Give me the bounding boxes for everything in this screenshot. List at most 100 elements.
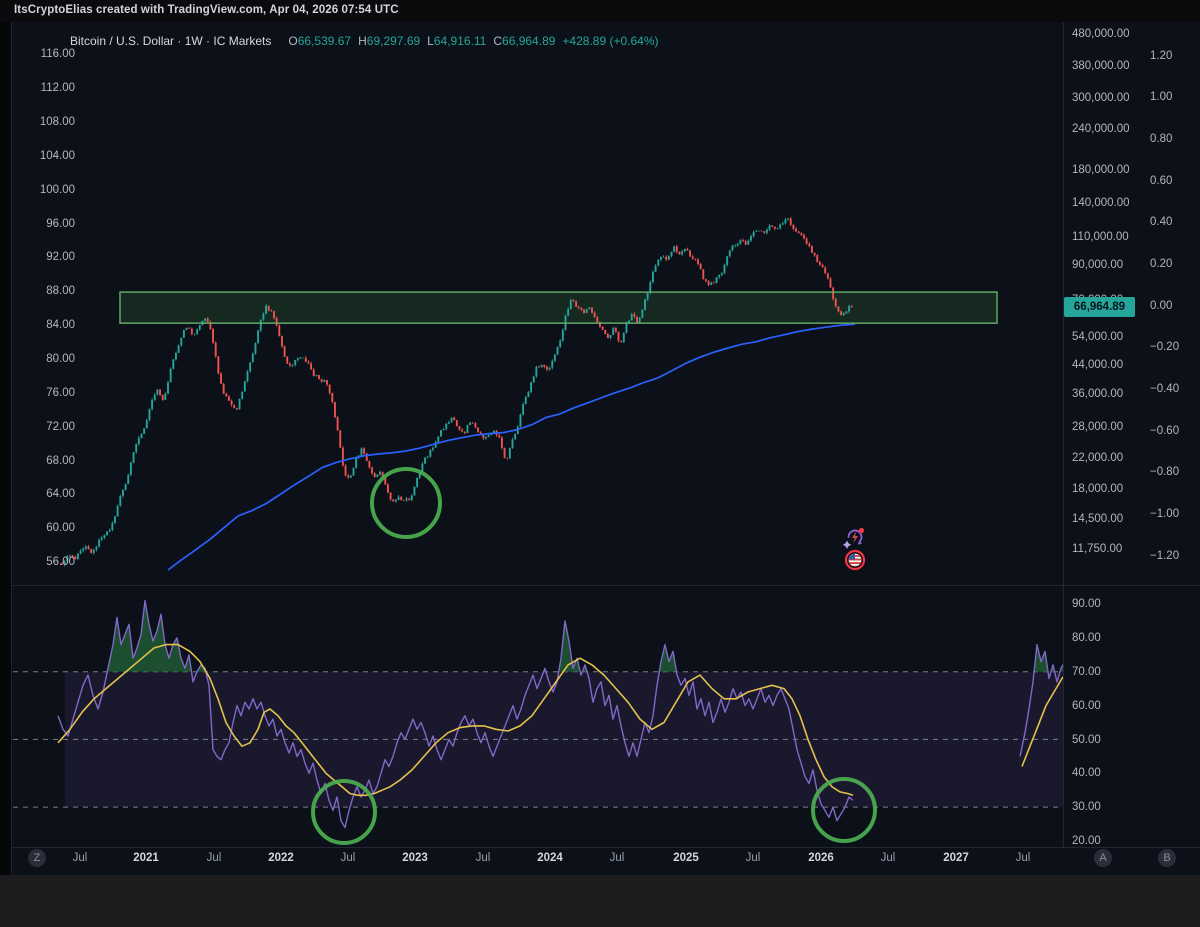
main-pane [61, 216, 998, 571]
left-margin [0, 22, 12, 875]
time-tick: Jul [475, 852, 491, 864]
time-tick: 2022 [268, 852, 294, 864]
secondary-scale-label: −0.80 [1150, 466, 1180, 478]
time-tick: Jul [72, 852, 88, 864]
time-tick: 2027 [943, 852, 969, 864]
right-scale-label: 300,000.00 [1072, 92, 1130, 104]
secondary-scale-label: −1.00 [1150, 508, 1180, 520]
left-scale-label: 108.00 [39, 116, 75, 128]
time-tick: Jul [340, 852, 356, 864]
rsi-ma-line [57, 643, 854, 797]
right-scale-label: 380,000.00 [1072, 60, 1130, 72]
left-scale-label: 56.00 [46, 556, 75, 568]
right-scale-label: 28,000.00 [1072, 421, 1124, 433]
rsi-scale-label: 70.00 [1072, 666, 1101, 678]
time-tick: Jul [206, 852, 222, 864]
scale-reset-badge-b[interactable]: B [1158, 849, 1176, 867]
attribution-bar: ItsCryptoElias created with TradingView.… [0, 0, 1200, 22]
high-value: 69,297.69 [366, 34, 421, 48]
rsi-line [57, 599, 854, 829]
pane-divider-rsi-time [11, 847, 1200, 848]
supply-zone-border [119, 291, 998, 324]
time-tick: 2023 [402, 852, 428, 864]
rsi-scale-label: 80.00 [1072, 632, 1101, 644]
high-label: H [358, 34, 367, 48]
rsi-projection-ma-line [1021, 676, 1063, 767]
rsi-scale-label: 40.00 [1072, 767, 1101, 779]
symbol-legend[interactable]: Bitcoin / U.S. Dollar · 1W · IC Markets O… [70, 34, 659, 48]
ma-50w-line [167, 323, 856, 571]
left-scale-label: 68.00 [46, 455, 75, 467]
right-scale-label: 18,000.00 [1072, 483, 1124, 495]
rsi-scale-label: 90.00 [1072, 598, 1101, 610]
rsi-pane [13, 599, 1063, 845]
rsi-scale-label: 60.00 [1072, 700, 1101, 712]
right-scale-label: 180,000.00 [1072, 164, 1130, 176]
time-tick: Jul [609, 852, 625, 864]
change-value: +428.89 (+0.64%) [562, 34, 659, 48]
left-scale-label: 80.00 [46, 353, 75, 365]
low-label: L [427, 34, 434, 48]
left-scale-label: 64.00 [46, 488, 75, 500]
right-scale-label: 140,000.00 [1072, 197, 1130, 209]
left-scale-label: 60.00 [46, 522, 75, 534]
price-scale-divider [1063, 22, 1064, 847]
highlight-circle-rsi-1 [311, 779, 377, 845]
secondary-scale-label: 1.00 [1150, 91, 1173, 103]
time-tick: Jul [745, 852, 761, 864]
rsi-scale-label: 30.00 [1072, 801, 1101, 813]
left-scale-label: 72.00 [46, 421, 75, 433]
secondary-scale-label: 0.20 [1150, 258, 1173, 270]
right-scale-label: 36,000.00 [1072, 388, 1124, 400]
secondary-scale-label: −0.60 [1150, 425, 1180, 437]
reversal-event-icon [842, 527, 865, 549]
left-scale-label: 112.00 [40, 82, 75, 94]
time-tick: Jul [1015, 852, 1031, 864]
left-scale-label: 100.00 [39, 184, 75, 196]
left-scale-label: 116.00 [40, 48, 75, 60]
right-scale-label: 44,000.00 [1072, 359, 1124, 371]
close-label: C [493, 34, 503, 48]
rsi-scale-label: 20.00 [1072, 835, 1101, 847]
left-scale-label: 88.00 [46, 285, 75, 297]
time-tick: 2021 [133, 852, 159, 864]
secondary-scale-label: 0.40 [1150, 216, 1173, 228]
left-scale-label: 104.00 [39, 150, 75, 162]
right-scale-label: 110,000.00 [1072, 231, 1129, 243]
close-value: 66,964.89 [502, 34, 556, 48]
right-scale-label: 54,000.00 [1072, 331, 1124, 343]
secondary-scale-label: 0.00 [1150, 300, 1173, 312]
footer-bar: TradingView [0, 875, 1200, 927]
right-scale-label: 480,000.00 [1072, 28, 1130, 40]
attribution-text: ItsCryptoElias created with TradingView.… [14, 4, 399, 16]
us-flag-event-icon [844, 549, 866, 571]
highlight-circle-price-bottom [370, 467, 442, 539]
left-scale-label: 76.00 [46, 387, 75, 399]
time-tick: 2026 [808, 852, 834, 864]
right-scale-label: 11,750.00 [1072, 543, 1123, 555]
left-scale-label: 84.00 [46, 319, 75, 331]
open-value: 66,539.67 [297, 34, 352, 48]
rsi-projection-line [1019, 643, 1063, 757]
secondary-scale-label: 1.20 [1150, 50, 1173, 62]
highlight-circle-rsi-2 [811, 777, 877, 843]
symbol-title[interactable]: Bitcoin / U.S. Dollar · 1W · IC Markets [70, 34, 272, 48]
chart-canvas[interactable] [0, 22, 1200, 875]
candle-series [61, 216, 853, 567]
time-tick: Jul [880, 852, 896, 864]
secondary-scale-label: 0.60 [1150, 175, 1173, 187]
scale-reset-badge-z[interactable]: Z [28, 849, 46, 867]
supply-zone [120, 292, 997, 324]
left-scale-label: 96.00 [46, 218, 75, 230]
scale-reset-badge-a[interactable]: A [1094, 849, 1112, 867]
secondary-scale-label: 0.80 [1150, 133, 1173, 145]
rsi-overbought-fill [1034, 644, 1048, 672]
time-tick: 2024 [537, 852, 563, 864]
last-price-badge: 66,964.89 [1064, 297, 1135, 317]
left-scale-label: 92.00 [46, 251, 75, 263]
pane-divider-main-rsi[interactable] [11, 585, 1200, 586]
secondary-scale-label: −1.20 [1150, 550, 1180, 562]
right-scale-label: 240,000.00 [1072, 123, 1130, 135]
